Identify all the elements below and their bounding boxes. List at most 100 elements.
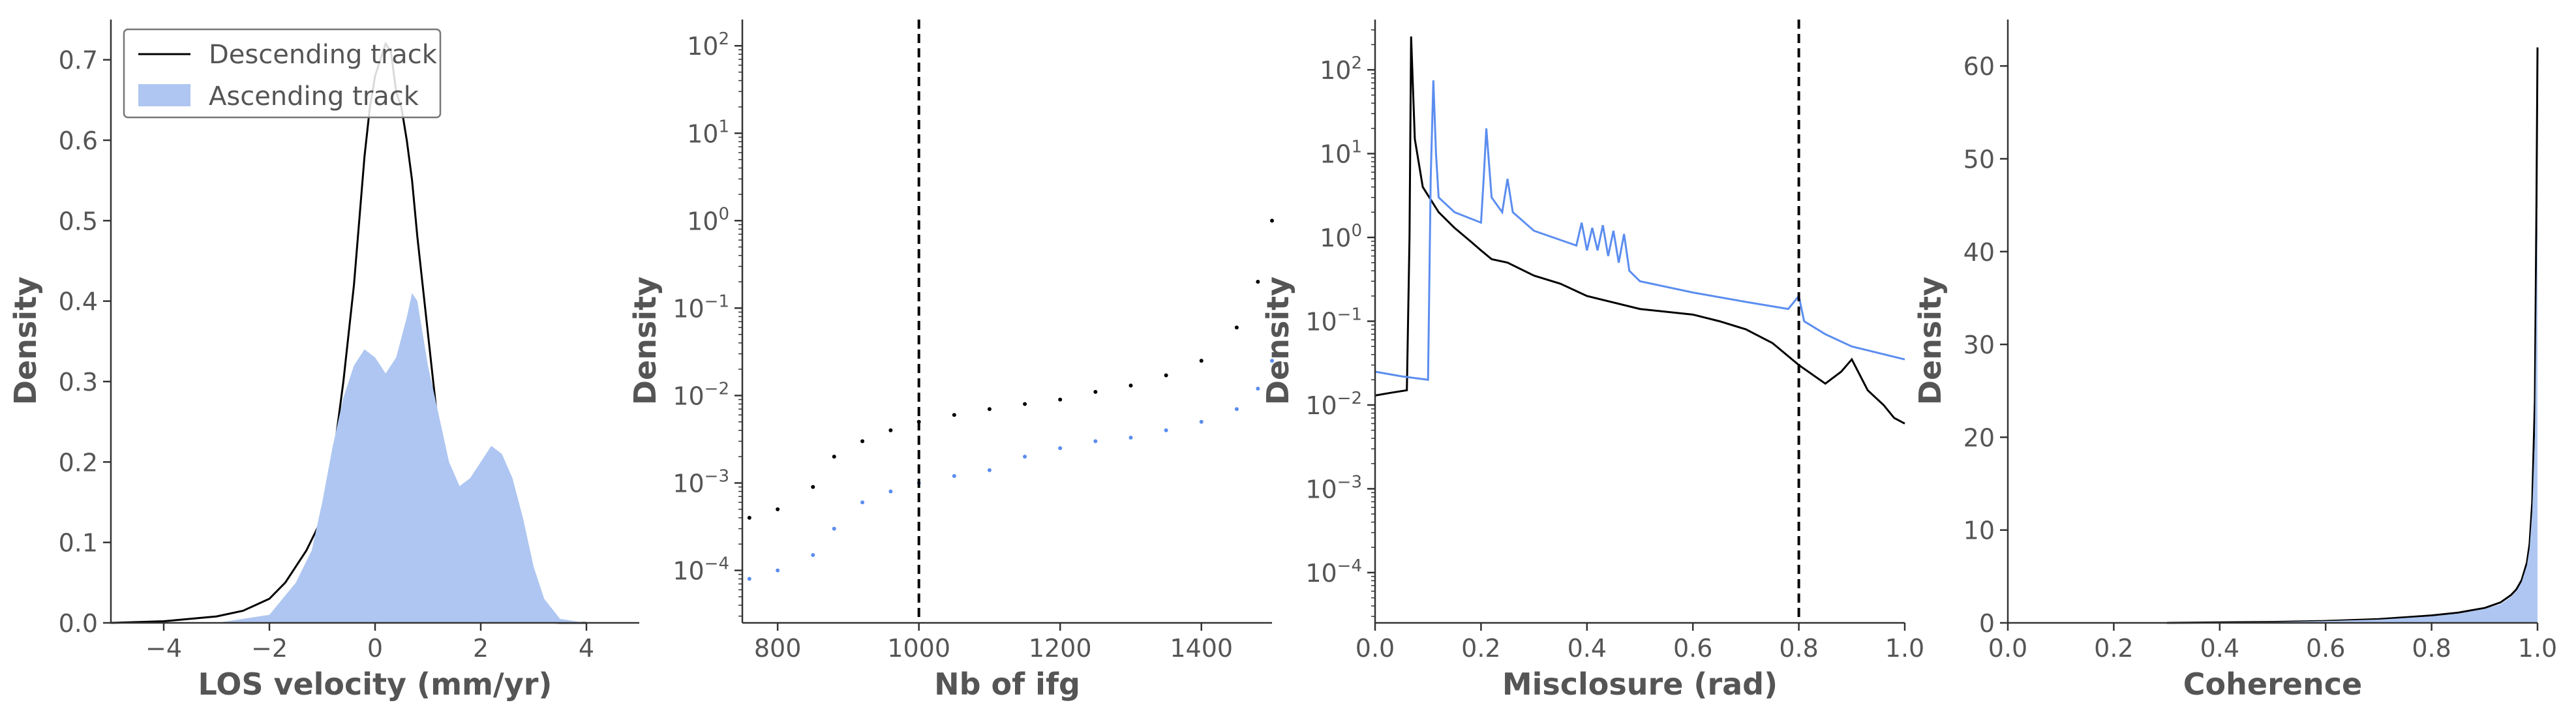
data-point (1234, 325, 1239, 330)
y-tick-label: 0.6 (59, 127, 98, 155)
data-point (1256, 280, 1260, 284)
data-point (1256, 386, 1260, 391)
x-tick-label: 1.0 (2518, 634, 2557, 663)
y-tick-label: 0.0 (59, 609, 98, 638)
x-tick-label: 0.8 (2412, 634, 2451, 663)
data-point (1058, 446, 1063, 451)
y-tick-label: 50 (1963, 145, 1995, 173)
legend-swatch (138, 84, 190, 106)
data-point (1199, 359, 1204, 363)
y-axis-label: Density (1913, 277, 1948, 405)
data-point (811, 552, 815, 557)
x-axis-label: LOS velocity (mm/yr) (198, 667, 553, 702)
y-tick-label: 40 (1963, 238, 1995, 267)
x-tick-label: 0.0 (1356, 634, 1395, 663)
y-tick-label: 10−4 (1305, 556, 1362, 588)
data-point (747, 577, 751, 581)
data-point (860, 439, 865, 444)
data-point (952, 474, 956, 478)
data-point (747, 515, 751, 520)
data-point (776, 507, 780, 511)
y-tick-label: 0.4 (59, 288, 98, 316)
y-tick-label: 10−3 (1305, 472, 1362, 504)
data-point (987, 468, 992, 472)
y-tick-label: 101 (687, 117, 729, 148)
data-point (952, 413, 956, 417)
x-tick-label: 1.0 (1885, 634, 1924, 663)
legend: Descending track Ascending track (123, 28, 442, 119)
y-tick-label: 101 (1320, 138, 1362, 169)
x-tick-label: 4 (579, 634, 594, 663)
x-tick-label: −2 (251, 634, 288, 663)
data-point (1199, 419, 1204, 424)
y-tick-label: 10−1 (1305, 305, 1362, 337)
x-tick-label: 1200 (1029, 634, 1092, 663)
y-tick-label: 100 (687, 204, 729, 235)
x-axis-label: Coherence (2183, 667, 2362, 702)
data-point (1164, 373, 1168, 378)
x-tick-label: 0.0 (1988, 634, 2027, 663)
x-tick-label: 1000 (887, 634, 950, 663)
x-tick-label: −4 (145, 634, 182, 663)
data-point (888, 489, 893, 494)
x-tick-label: 0.4 (2200, 634, 2239, 663)
series-1-line (2166, 47, 2539, 624)
data-point (1058, 397, 1063, 402)
data-point (1093, 439, 1098, 444)
chart-panel-2: 800 1000 1200 1400 10−4 10−3 10−2 10−1 100 101 102… (628, 20, 1274, 702)
y-tick-label: 30 (1963, 331, 1995, 359)
x-tick-label: 800 (754, 634, 802, 663)
y-tick-label: 102 (687, 29, 729, 61)
y-tick-label: 10−1 (673, 292, 729, 323)
series-2-area (2166, 205, 2538, 624)
x-tick-label: 0.2 (2094, 634, 2133, 663)
y-tick-label: 0.5 (59, 207, 98, 235)
x-tick-label: 0.6 (2306, 634, 2345, 663)
y-tick-label: 10 (1963, 517, 1995, 545)
data-point (860, 500, 865, 505)
y-tick-label: 0.2 (59, 448, 98, 477)
chart-panel-1: −4 −2 0 2 4 0.0 0.1 0.2 0.3 0.4 0.5 0.6 0.7 LOS veloc… (8, 20, 639, 702)
data-point (888, 428, 893, 432)
data-point (1270, 218, 1274, 223)
x-axis-label: Misclosure (rad) (1502, 667, 1778, 702)
legend-label: Descending track (209, 40, 438, 70)
y-tick-label: 100 (1320, 221, 1362, 252)
data-point (1023, 455, 1027, 459)
y-tick-label: 0.1 (59, 529, 98, 558)
chart-panel-4: 0.0 0.2 0.4 0.6 0.8 1.0 0 10 20 30 40 50 60 Coherence… (1913, 20, 2557, 702)
data-point (832, 455, 836, 459)
y-tick-label: 10−2 (673, 379, 729, 410)
x-tick-label: 0.8 (1779, 634, 1818, 663)
x-tick-label: 0.4 (1568, 634, 1607, 663)
data-point (832, 526, 836, 531)
y-axis-label: Density (628, 277, 663, 405)
y-tick-label: 10−4 (673, 554, 729, 586)
data-point (1129, 384, 1133, 388)
data-point (987, 407, 992, 412)
y-axis-label: Density (1260, 277, 1296, 405)
y-tick-label: 0.7 (59, 46, 98, 75)
y-axis-label: Density (8, 277, 43, 405)
data-point (1164, 428, 1168, 432)
y-tick-label: 10−2 (1305, 389, 1362, 420)
chart-panel-3: 0.0 0.2 0.4 0.6 0.8 1.0 10−4 10−3 10−2 10−1 100 101… (1260, 20, 1924, 702)
series-2-line (1374, 80, 1905, 382)
data-point (811, 485, 815, 489)
y-tick-label: 102 (1320, 53, 1362, 85)
y-tick-label: 60 (1963, 52, 1995, 81)
x-tick-label: 0.2 (1461, 634, 1500, 663)
y-tick-label: 20 (1963, 423, 1995, 452)
series-1-line (1374, 36, 1905, 425)
legend-label: Ascending track (209, 82, 419, 112)
y-tick-label: 0.3 (59, 368, 98, 397)
y-tick-label: 0 (1979, 609, 1995, 638)
data-point (1023, 402, 1027, 406)
data-point (1234, 407, 1239, 412)
x-tick-label: 2 (473, 634, 489, 663)
data-point (776, 568, 780, 573)
x-axis-label: Nb of ifg (934, 667, 1080, 702)
y-tick-label: 10−3 (673, 467, 729, 498)
x-tick-label: 0.6 (1673, 634, 1712, 663)
